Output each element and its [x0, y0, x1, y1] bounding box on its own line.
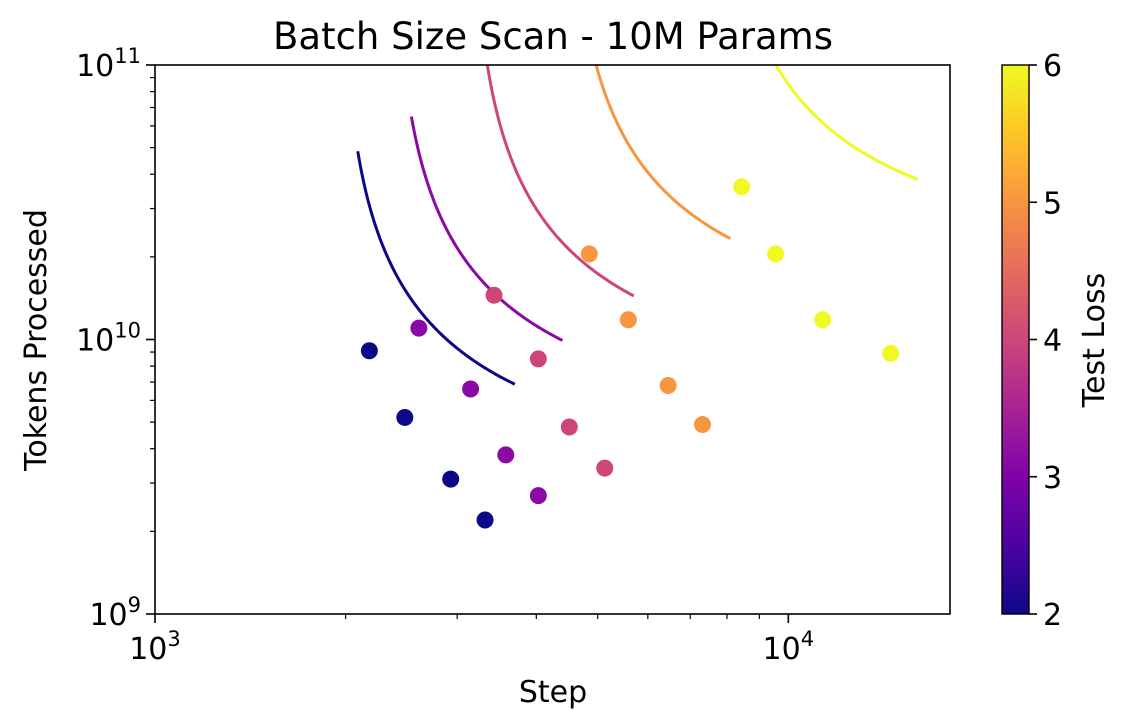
plot-frame	[154, 64, 951, 615]
data-point-loss-3-4	[529, 487, 547, 505]
chart-title: Batch Size Scan - 10M Params	[273, 15, 833, 58]
fit-curve-loss-3	[409, 116, 564, 342]
data-point-loss-2-3	[442, 470, 460, 488]
data-point-loss-6-4	[882, 344, 900, 362]
fit-curve-loss-4	[485, 65, 635, 298]
fit-curve-loss-6	[774, 65, 919, 181]
y-tick-label: 109	[89, 593, 141, 633]
colorbar	[1001, 64, 1030, 615]
data-point-loss-3-2	[462, 380, 480, 398]
data-point-loss-6-1	[733, 178, 751, 196]
colorbar-tick-label: 6	[1043, 49, 1062, 84]
data-point-loss-4-1	[485, 286, 503, 304]
y-tick-label: 1010	[76, 319, 141, 359]
data-point-loss-4-2	[529, 350, 547, 368]
colorbar-label: Test Loss	[1077, 273, 1112, 408]
y-axis-label: Tokens Processed	[19, 209, 54, 472]
fit-curve-loss-2	[356, 150, 516, 386]
x-axis-label: Step	[519, 675, 587, 710]
colorbar-tick-label: 4	[1043, 324, 1062, 359]
data-point-loss-3-1	[410, 319, 428, 337]
data-point-loss-6-2	[767, 245, 785, 263]
colorbar-tick-label: 3	[1043, 461, 1062, 496]
fit-curve-loss-5	[594, 65, 732, 240]
x-tick-label: 104	[763, 627, 815, 667]
data-point-loss-3-3	[497, 446, 515, 464]
x-tick-label: 103	[129, 627, 181, 667]
data-point-loss-4-3	[560, 418, 578, 436]
data-point-loss-6-3	[814, 311, 832, 329]
data-point-loss-2-2	[396, 408, 414, 426]
colorbar-tick-label: 5	[1043, 186, 1062, 221]
y-tick-label: 1011	[76, 44, 141, 84]
data-point-loss-2-4	[476, 511, 494, 529]
data-point-loss-5-1	[580, 245, 598, 263]
data-point-loss-2-1	[360, 342, 378, 360]
data-point-loss-5-4	[694, 416, 712, 434]
data-point-loss-4-4	[596, 459, 614, 477]
colorbar-tick-label: 2	[1043, 598, 1062, 633]
data-point-loss-5-3	[659, 376, 677, 394]
data-point-loss-5-2	[619, 311, 637, 329]
